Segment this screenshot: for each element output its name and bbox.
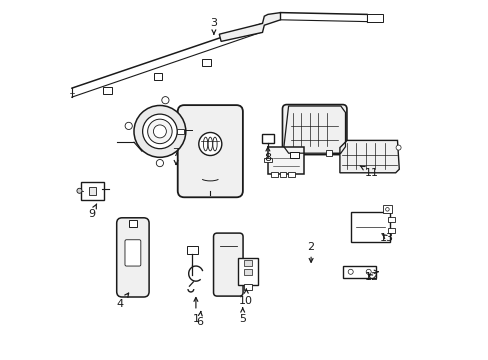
Bar xyxy=(244,269,252,275)
Circle shape xyxy=(125,122,132,130)
Bar xyxy=(325,150,331,156)
FancyBboxPatch shape xyxy=(238,258,257,285)
Bar xyxy=(202,59,211,66)
Ellipse shape xyxy=(203,137,207,151)
Polygon shape xyxy=(219,13,280,41)
Circle shape xyxy=(142,114,177,149)
FancyBboxPatch shape xyxy=(177,105,243,197)
Text: 6: 6 xyxy=(196,311,203,327)
Bar xyxy=(262,134,273,143)
FancyBboxPatch shape xyxy=(117,218,149,297)
FancyBboxPatch shape xyxy=(125,240,141,266)
FancyBboxPatch shape xyxy=(343,266,375,278)
FancyBboxPatch shape xyxy=(81,182,104,200)
Text: 8: 8 xyxy=(264,147,271,163)
Bar xyxy=(103,87,112,94)
FancyArrowPatch shape xyxy=(373,270,377,274)
Bar xyxy=(244,260,252,266)
Bar xyxy=(153,73,162,80)
Circle shape xyxy=(153,125,166,138)
Bar xyxy=(271,172,277,177)
Circle shape xyxy=(347,269,352,274)
Circle shape xyxy=(199,132,222,156)
Bar xyxy=(290,153,299,158)
Bar xyxy=(366,14,382,22)
Bar xyxy=(279,172,285,177)
Bar xyxy=(287,172,294,177)
Bar xyxy=(382,205,391,213)
FancyBboxPatch shape xyxy=(350,212,389,242)
Ellipse shape xyxy=(208,137,212,151)
Text: 13: 13 xyxy=(379,233,393,243)
Circle shape xyxy=(156,159,163,167)
Text: 7: 7 xyxy=(172,148,179,165)
Bar xyxy=(387,228,394,233)
Circle shape xyxy=(366,269,370,274)
Text: 2: 2 xyxy=(307,242,314,262)
Circle shape xyxy=(134,105,185,157)
Bar xyxy=(244,284,251,290)
Text: 12: 12 xyxy=(365,272,379,282)
Circle shape xyxy=(77,188,82,193)
Text: 11: 11 xyxy=(359,166,379,178)
Bar xyxy=(177,129,183,134)
Text: 4: 4 xyxy=(117,293,128,309)
Text: 1: 1 xyxy=(192,297,199,324)
Polygon shape xyxy=(339,140,399,173)
Text: 5: 5 xyxy=(239,308,245,324)
Text: 3: 3 xyxy=(210,18,217,34)
Circle shape xyxy=(385,207,388,211)
Bar xyxy=(89,187,96,195)
FancyBboxPatch shape xyxy=(213,233,243,296)
Text: 9: 9 xyxy=(88,204,97,219)
Bar xyxy=(128,220,137,227)
Circle shape xyxy=(147,119,172,144)
Text: 10: 10 xyxy=(239,289,253,306)
Circle shape xyxy=(395,145,400,150)
Bar xyxy=(387,217,394,222)
Circle shape xyxy=(162,96,169,104)
Bar xyxy=(186,246,197,254)
FancyBboxPatch shape xyxy=(282,105,346,155)
FancyBboxPatch shape xyxy=(267,147,303,174)
Bar xyxy=(263,158,272,162)
Ellipse shape xyxy=(212,137,217,151)
